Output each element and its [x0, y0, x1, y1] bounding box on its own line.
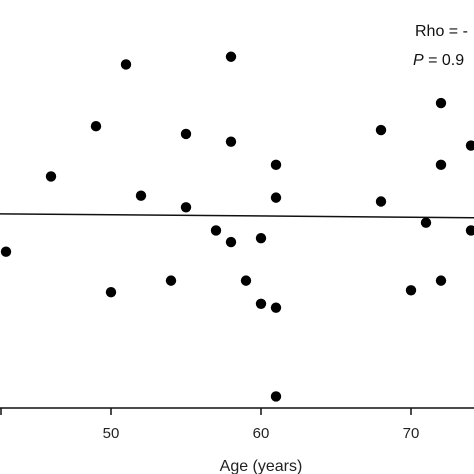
data-point-23 — [405, 285, 417, 296]
data-point-3 — [90, 121, 102, 132]
data-point-17 — [270, 302, 282, 313]
data-point-27 — [435, 275, 447, 286]
data-point-8 — [180, 202, 192, 213]
x-tick-label-50: 50 — [103, 425, 120, 442]
data-point-4 — [105, 287, 117, 298]
p-value-text: = 0.9 — [424, 52, 465, 69]
data-point-15 — [255, 232, 267, 244]
trend-line — [0, 213, 474, 219]
data-point-10 — [210, 225, 222, 236]
data-points-layer — [0, 51, 474, 402]
data-point-7 — [165, 275, 177, 286]
x-axis: 50 60 70 Age (years) — [0, 407, 474, 474]
data-point-13 — [225, 236, 237, 248]
data-point-21 — [375, 124, 387, 136]
x-tick-label-70: 70 — [403, 425, 420, 442]
data-point-6 — [135, 190, 147, 201]
data-point-5 — [120, 59, 132, 70]
data-point-14 — [240, 275, 252, 286]
x-axis-title: Age (years) — [220, 458, 303, 474]
data-point-1 — [0, 246, 12, 257]
data-point-20 — [270, 391, 282, 402]
p-symbol: P — [413, 52, 424, 69]
data-point-22 — [375, 196, 387, 207]
trend-line-layer — [0, 213, 474, 219]
data-point-29 — [465, 225, 474, 236]
data-point-25 — [435, 97, 447, 109]
p-value-annotation: P = 0.9 — [413, 52, 464, 69]
data-point-11 — [225, 51, 237, 62]
data-point-18 — [270, 159, 282, 171]
data-point-24 — [420, 217, 432, 228]
annotation-layer: Rho = - P = 0.9 — [413, 23, 468, 69]
data-point-9 — [180, 128, 192, 140]
data-point-19 — [270, 192, 282, 203]
data-point-2 — [45, 171, 57, 182]
rho-annotation: Rho = - — [415, 23, 468, 40]
data-point-16 — [255, 298, 267, 309]
data-point-28 — [465, 140, 474, 151]
data-point-26 — [435, 159, 447, 171]
data-point-12 — [225, 136, 237, 147]
x-tick-label-60: 60 — [253, 425, 270, 442]
